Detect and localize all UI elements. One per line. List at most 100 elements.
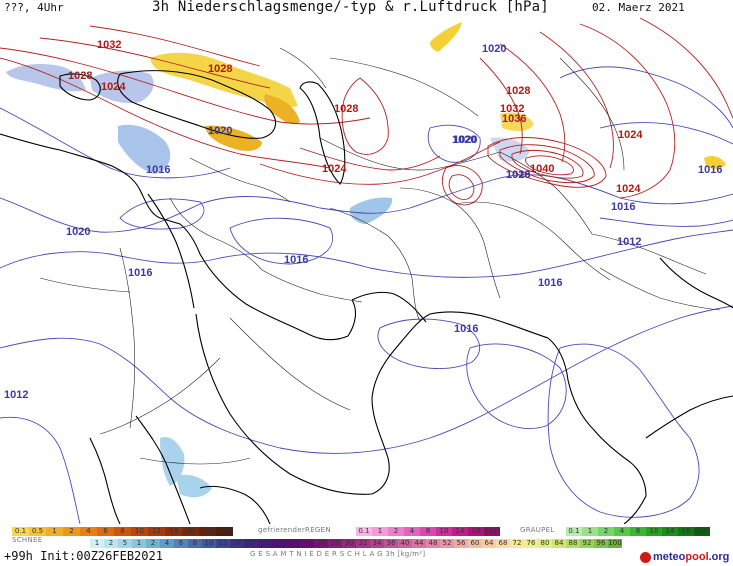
isobar-line [559,66,733,129]
legend-swatch: 10 [131,527,148,536]
isobar-line [229,217,333,265]
isobar-label: 1016 [146,164,170,176]
isobar-label: 1020 [208,125,232,137]
india-coast [429,311,647,524]
legend-swatch: 60 [468,539,482,548]
black-sea-coast [117,70,277,139]
logo-text-b: pool [685,551,709,563]
snow-band [6,64,86,92]
bay-coast [645,395,733,439]
border-line [261,269,363,303]
border-line [279,47,327,89]
legend-swatch: 2 [598,527,614,536]
isobar-label: 1024 [322,163,347,175]
legend-swatch: 80 [538,539,552,548]
legend-swatch: 84 [552,539,566,548]
isobar-label: 1012 [4,389,28,401]
isobar-label: 1016 [506,169,530,181]
legend-total-scale: 1 2 5 1 2 4 6 8 10 12 14 16 18 20 22 24 26 28 30 32 34 36 40 44… [90,539,622,548]
legend-swatch: 1 [372,527,388,536]
legend-swatch: 10 [436,527,452,536]
isobar-label: 1016 [128,267,152,279]
legend-swatch: 22 [286,539,300,548]
snow-band [118,124,171,174]
legend-swatch: 52 [440,539,454,548]
isobar-label: 1040 [530,163,554,175]
isobar-label: 1028 [334,103,358,115]
legend-swatch: 12 [148,527,165,536]
legend-swatch: 96 [594,539,608,548]
model-init-label: +99h Init:00Z26FEB2021 [4,549,163,563]
legend-swatch: 32 [356,539,370,548]
coastline [59,73,101,101]
legend-snow-label: SCHNEE [12,536,43,544]
border-line [139,457,251,465]
isobar-line [377,318,481,370]
legend-swatch: 8 [420,527,436,536]
isobar-line [0,57,331,169]
legend-swatch: 100 [608,539,622,548]
border-line [399,187,501,299]
legend-swatch: 4 [80,527,97,536]
legend-swatch: 16 [468,527,484,536]
border-line [99,357,221,435]
isobar-label: 1020 [66,226,90,238]
isobar-label: 1016 [611,201,635,213]
isobar-line [466,343,567,429]
legend-swatch: 6 [174,539,188,548]
legend-swatch: 18 [258,539,272,548]
legend-swatch: 18 [199,527,216,536]
weather-map[interactable]: 1032 1028 1024 1028 1020 1016 1028 1024 1020 1020… [0,18,733,524]
legend-swatch: 14 [452,527,468,536]
legend-swatch: 2 [104,539,118,548]
meteopool-logo[interactable]: meteo pool .org [640,550,729,564]
coastline [0,133,201,255]
legend-swatch: 2 [388,527,404,536]
isobar-line [539,31,614,169]
legend-swatch: 64 [482,539,496,548]
snow-band [176,474,212,498]
map-canvas: 1032102810241028102010161028102410201020… [0,18,733,524]
border-line [499,151,593,235]
legend-swatch: 0.1 [12,527,29,536]
rain-band [150,52,298,108]
legend-swatch: 0.1 [566,527,582,536]
isobar-line [442,165,483,206]
legend-swatch: 76 [524,539,538,548]
isobar-label: 1024 [618,129,643,141]
red-sea-gulf-coast [199,253,357,341]
isobar-line [448,174,475,200]
isobar-label: 1020 [506,169,530,181]
legend-swatch: 4 [404,527,420,536]
coastline [89,437,121,524]
logo-text-c: .org [708,551,730,563]
snow-band [349,197,393,224]
isobar-label: 1016 [454,323,478,335]
isobar-label: 1016 [698,164,722,176]
legend-swatch: 40 [398,539,412,548]
border-line [189,157,291,203]
legend-swatch: 5 [118,539,132,548]
legend-graupel-label: GRAUPEL [520,526,555,534]
legend-swatch: 24 [300,539,314,548]
isobar-label: 1024 [616,183,641,195]
legend-swatch: 8 [188,539,202,548]
isobar-line [639,18,733,119]
isobar-label: 1028 [208,63,232,75]
legend-swatch: 56 [454,539,468,548]
isobar-line [0,229,733,278]
isobar-label: 1032 [97,39,121,51]
legend-swatch: 28 [328,539,342,548]
isobar-line [39,37,271,89]
legend-swatch: 26 [314,539,328,548]
legend-swatch: 88 [566,539,580,548]
legend-swatch: 92 [580,539,594,548]
isobar-label: 1016 [284,254,308,266]
legend-swatch: 2 [63,527,80,536]
isobar-line [579,23,676,199]
legend-swatch: 1 [582,527,598,536]
isobar-line [599,217,733,227]
isobar-label: 1020 [452,134,476,146]
